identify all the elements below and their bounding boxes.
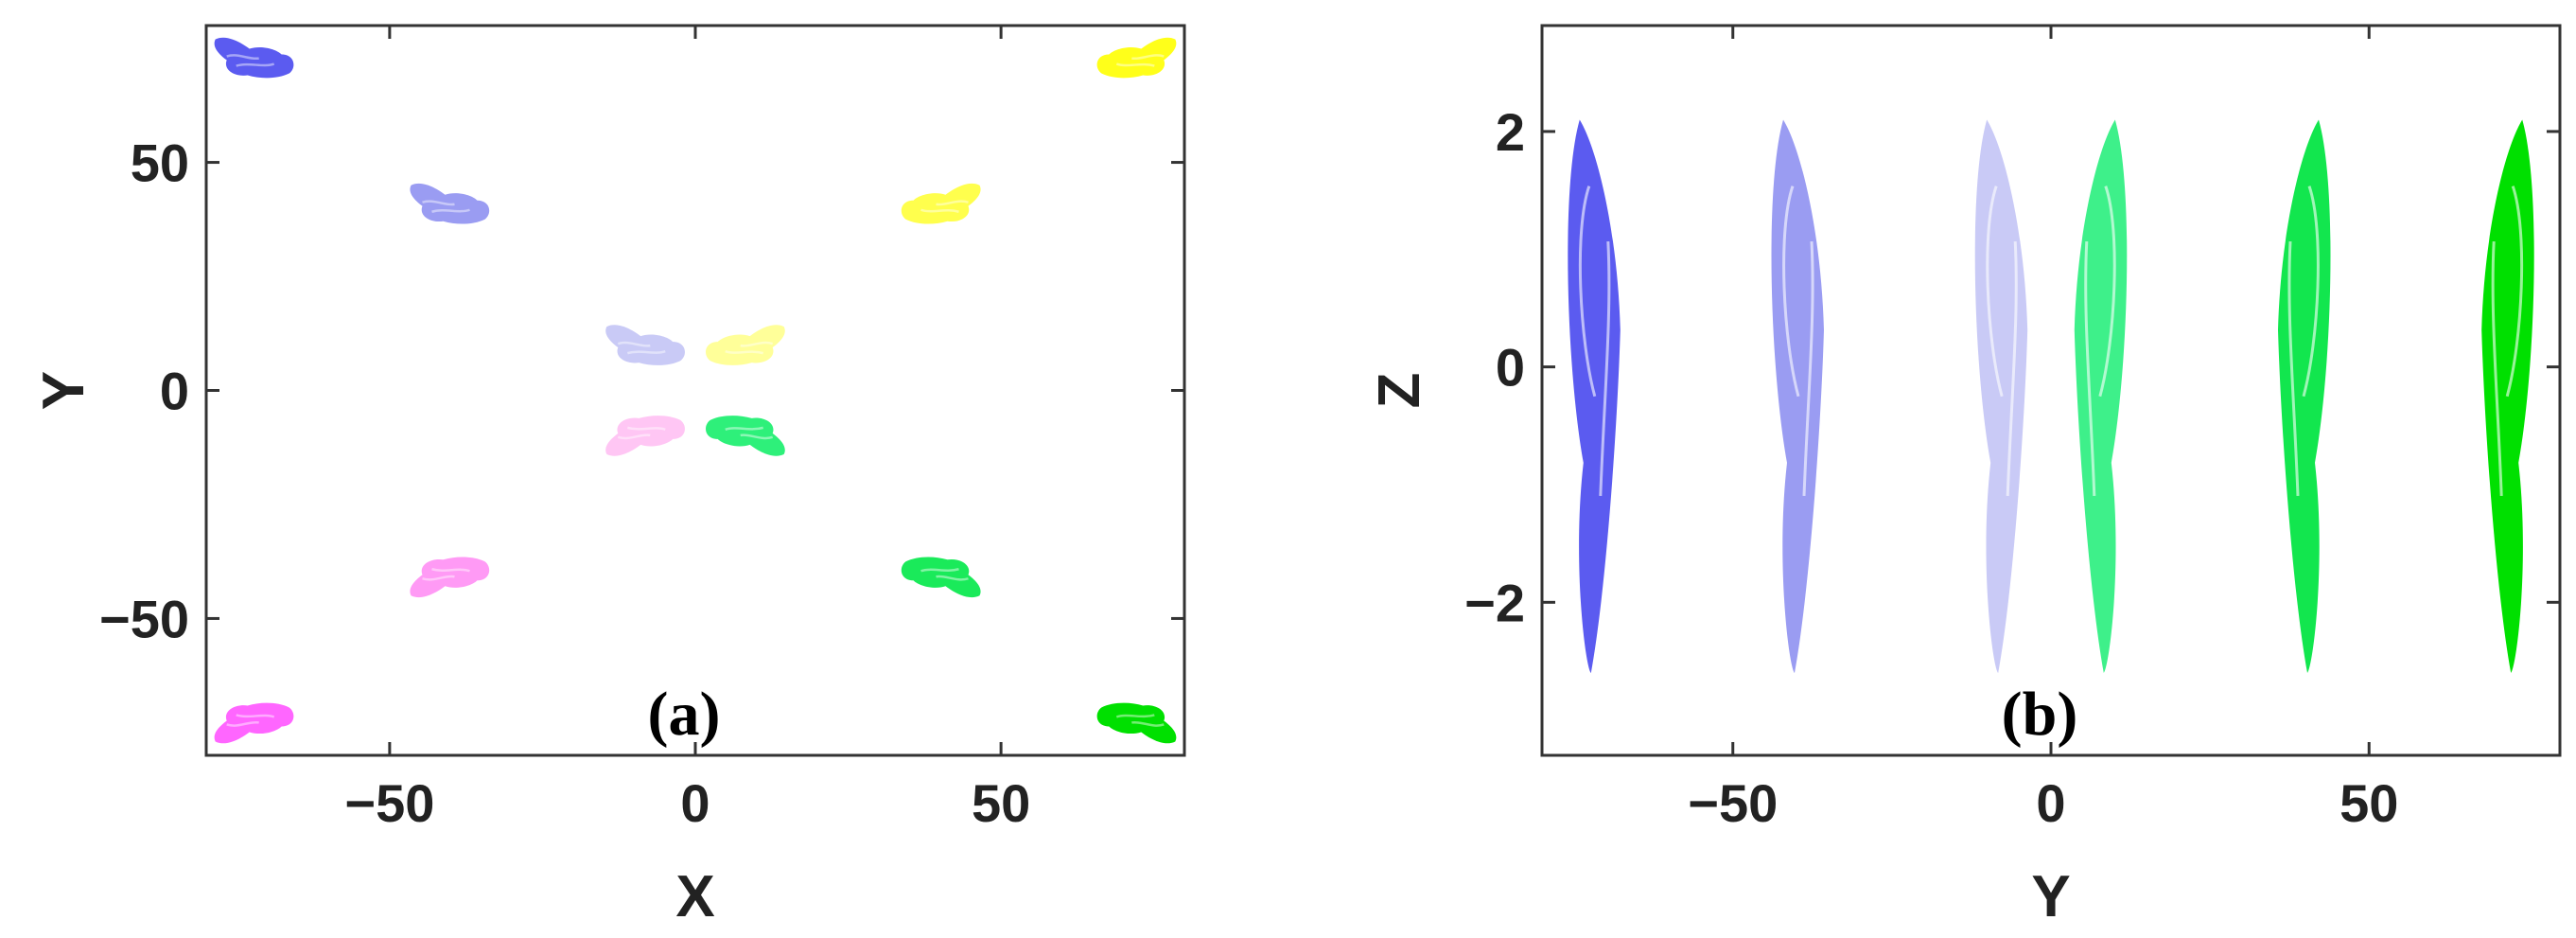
attractor-cluster-body [1096, 702, 1177, 744]
panel-b-label: (b) [2002, 680, 2078, 749]
attractor-cluster-body [410, 183, 490, 224]
attractor-cluster-body [214, 702, 294, 744]
panel-a-ticks: −50 0 50 −50 0 50 [99, 26, 1184, 833]
attractor-cluster-strand [226, 714, 275, 727]
panel-a-x-axis-label: X [675, 864, 714, 929]
attractor-projection [1771, 119, 1824, 673]
x-tick-label: 50 [2339, 773, 2398, 833]
attractor-projection [2481, 119, 2534, 673]
attractor-cluster [706, 416, 785, 456]
y-tick-label: 0 [1496, 338, 1525, 398]
attractor-cluster-strand [226, 54, 275, 67]
panel-b-ticks: −50 0 50 −2 0 2 [1464, 26, 2560, 833]
attractor-cluster-body [410, 557, 490, 598]
attractor-cluster-strand [617, 426, 666, 440]
attractor-cluster [214, 702, 294, 744]
attractor-cluster [410, 557, 490, 598]
attractor-cluster-strand [1115, 54, 1165, 67]
attractor-cluster-body [605, 325, 685, 365]
attractor-projection-strand [1578, 186, 1611, 496]
panel-b-plot-frame [1540, 24, 2562, 757]
attractor-cluster-strand [1115, 714, 1165, 727]
attractor-projection-strand [2084, 186, 2116, 496]
attractor-cluster-strand [725, 426, 774, 440]
attractor-cluster [214, 37, 294, 79]
x-tick-label: −50 [1688, 773, 1778, 833]
attractor-cluster [605, 416, 685, 456]
panel-a-data [214, 37, 1177, 744]
y-tick-label: 0 [160, 362, 189, 421]
panel-b-x-axis-label: Y [2031, 864, 2070, 929]
panel-a-y-axis-label: Y [31, 371, 96, 410]
attractor-cluster-strand [920, 568, 969, 581]
attractor-cluster-body [605, 416, 685, 456]
attractor-cluster [605, 325, 685, 365]
panel-a-label: (a) [648, 680, 721, 749]
x-tick-label: 0 [680, 773, 710, 833]
y-tick-label: −50 [99, 589, 189, 648]
attractor-projection-strand [2491, 186, 2524, 496]
attractor-cluster-body [706, 325, 785, 365]
attractor-cluster-body [214, 37, 294, 79]
x-tick-label: −50 [344, 773, 434, 833]
attractor-cluster-body [706, 416, 785, 456]
panel-b-y-axis-label: Z [1367, 373, 1432, 409]
x-tick-label: 50 [972, 773, 1030, 833]
panel-a-plot-frame [204, 24, 1186, 757]
panel-a: −50 0 50 −50 0 50 X Y (a) [31, 24, 1186, 929]
attractor-cluster [1096, 702, 1177, 744]
y-tick-label: −2 [1464, 573, 1525, 632]
y-tick-label: 2 [1496, 102, 1525, 162]
attractor-cluster-strand [725, 341, 774, 355]
attractor-projection [2074, 119, 2128, 673]
panel-b-data [1568, 119, 2534, 673]
attractor-projection [2278, 119, 2331, 673]
attractor-cluster-strand [617, 341, 666, 355]
attractor-projection-strand [1986, 186, 2018, 496]
x-tick-label: 0 [2036, 773, 2065, 833]
attractor-cluster [901, 557, 981, 598]
attractor-cluster-body [901, 557, 981, 598]
attractor-cluster-body [901, 183, 981, 224]
attractor-projection-strand [2287, 186, 2320, 496]
attractor-cluster [410, 183, 490, 224]
panel-b: −50 0 50 −2 0 2 Y Z (b) [1367, 24, 2562, 929]
attractor-cluster [706, 325, 785, 365]
y-tick-label: 50 [131, 133, 189, 193]
attractor-projection [1974, 119, 2028, 673]
attractor-cluster [901, 183, 981, 224]
attractor-cluster [1096, 37, 1177, 79]
attractor-projection [1568, 119, 1621, 673]
attractor-cluster-strand [422, 200, 470, 213]
attractor-cluster-strand [920, 200, 969, 213]
attractor-cluster-strand [422, 568, 470, 581]
attractor-cluster-body [1096, 37, 1177, 79]
attractor-projection-strand [1782, 186, 1814, 496]
